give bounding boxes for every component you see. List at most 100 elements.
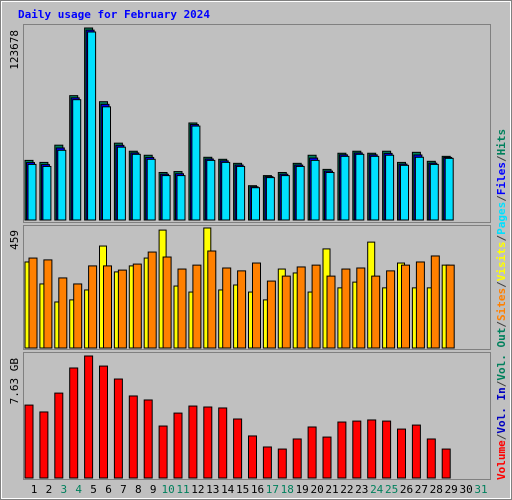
bar — [102, 106, 111, 221]
bar — [266, 280, 276, 349]
x-tick-label: 30 — [459, 483, 472, 496]
bar — [251, 187, 260, 221]
bar — [188, 405, 198, 479]
bar — [103, 265, 112, 349]
bar — [281, 275, 291, 349]
x-tick-label: 9 — [150, 483, 157, 496]
x-tick-label: 2 — [46, 483, 53, 496]
bar — [233, 418, 243, 479]
bar — [143, 399, 153, 479]
y-tick-label: 459 — [8, 230, 21, 250]
bar — [42, 165, 52, 221]
bar — [221, 161, 231, 221]
bar — [84, 355, 94, 479]
legend-separator: / — [495, 195, 508, 202]
bar — [116, 146, 126, 221]
legend: Volume/Vol. In/Vol. Out/Sites/Visits/Pag… — [495, 129, 508, 480]
legend-separator: / — [495, 281, 508, 288]
bar — [262, 446, 272, 479]
bar — [28, 257, 38, 349]
bar — [203, 406, 213, 479]
bar — [24, 404, 34, 479]
legend-separator: / — [495, 380, 508, 387]
bar — [441, 448, 451, 479]
legend-entry: Files — [495, 162, 508, 195]
x-tick-label: 27 — [415, 483, 428, 496]
bar — [401, 264, 410, 349]
legend-separator: / — [495, 155, 508, 162]
x-tick-label: 1 — [31, 483, 38, 496]
bar — [146, 158, 156, 221]
bar — [296, 266, 306, 349]
bar — [311, 264, 321, 349]
x-tick-label: 21 — [325, 483, 338, 496]
legend-entry: Visits — [495, 242, 508, 282]
y-tick-label: 7.63 GB — [8, 358, 21, 405]
bar — [397, 428, 406, 479]
bar — [191, 125, 201, 221]
bar — [386, 270, 396, 349]
legend-entry: Volume — [495, 440, 508, 480]
bar — [27, 163, 37, 221]
bar — [161, 175, 171, 221]
bar — [415, 261, 425, 349]
bar — [444, 157, 454, 221]
legend-entry: Vol. Out — [495, 328, 508, 381]
x-tick-label: 10 — [161, 483, 174, 496]
x-tick-label: 20 — [310, 483, 323, 496]
bar — [371, 275, 381, 349]
bar — [162, 256, 172, 349]
bar — [158, 425, 168, 479]
bar — [218, 407, 228, 479]
bar — [265, 177, 275, 221]
bar — [385, 154, 395, 221]
bar — [341, 268, 351, 349]
x-tick-label: 16 — [251, 483, 264, 496]
bar — [128, 395, 138, 479]
bar — [43, 259, 53, 349]
x-tick-label: 24 — [370, 483, 384, 496]
bar — [370, 155, 380, 221]
bar — [72, 99, 82, 221]
bar — [322, 436, 332, 479]
bar — [73, 283, 83, 349]
bar — [430, 255, 440, 349]
x-tick-label: 18 — [281, 483, 294, 496]
x-tick-label: 3 — [60, 483, 67, 496]
bar — [248, 435, 257, 479]
bar — [87, 31, 97, 221]
bar — [173, 412, 183, 479]
bar — [307, 426, 317, 479]
bar — [280, 175, 290, 221]
bar — [426, 438, 436, 479]
bar — [340, 155, 350, 221]
bar — [177, 268, 187, 349]
legend-entry: Sites — [495, 288, 508, 321]
x-tick-label: 14 — [221, 483, 235, 496]
y-tick-label: 123678 — [8, 30, 21, 70]
x-tick-label: 12 — [191, 483, 204, 496]
bar — [237, 270, 247, 349]
legend-separator: / — [495, 235, 508, 242]
bar — [192, 264, 202, 349]
legend-separator: / — [495, 321, 508, 328]
bar — [252, 262, 261, 349]
x-tick-label: 22 — [340, 483, 353, 496]
bar — [132, 263, 142, 349]
bar — [414, 156, 424, 221]
x-tick-label: 13 — [206, 483, 219, 496]
bar — [117, 269, 127, 349]
x-tick-label: 11 — [176, 483, 189, 496]
x-tick-label: 26 — [400, 483, 413, 496]
legend-entry: Hits — [495, 129, 508, 156]
x-tick-label: 8 — [135, 483, 142, 496]
bar — [54, 392, 64, 479]
chart-title: Daily usage for February 2024 — [18, 8, 210, 21]
bar — [222, 267, 232, 349]
bar — [176, 175, 186, 221]
bar — [147, 251, 157, 349]
bar — [411, 424, 421, 479]
bar — [131, 153, 141, 221]
